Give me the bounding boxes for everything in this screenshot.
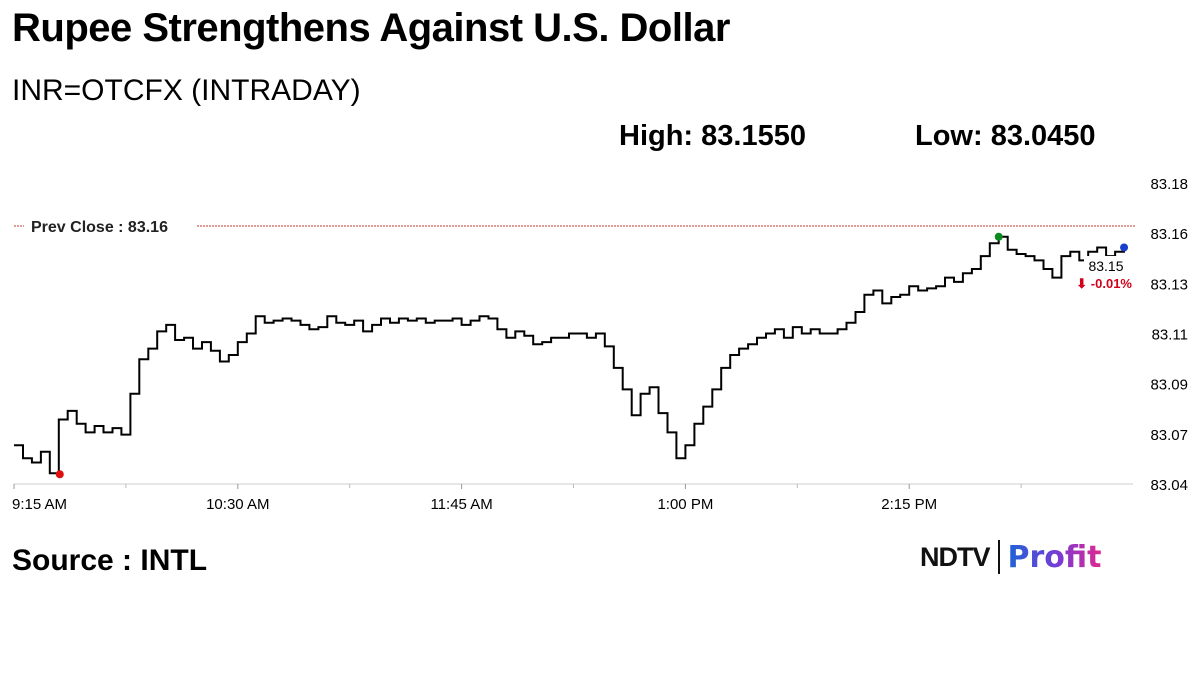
y-axis: 83.18 83.16 83.13 83.11 83.09 83.07 83.04: [1150, 176, 1188, 494]
y-tick-label: 83.07: [1150, 427, 1188, 444]
y-tick-label: 83.11: [1152, 327, 1188, 344]
last-value-bg: [1084, 256, 1128, 274]
low-marker: [55, 470, 64, 479]
source-note: Source : INTL: [12, 544, 208, 577]
x-tick-label: 2:15 PM: [881, 496, 937, 513]
change-label: ⬇ -0.01%: [1076, 276, 1132, 291]
logo-product: Profit: [1007, 539, 1102, 575]
markers: [55, 232, 1129, 479]
chart-title: Rupee Strengthens Against U.S. Dollar: [12, 6, 730, 50]
x-tick-label: 10:30 AM: [206, 496, 269, 513]
last-value-group: 83.15 ⬇ -0.01%: [1076, 256, 1132, 291]
ticker-subtitle: INR=OTCFX (INTRADAY): [12, 74, 361, 107]
prev-close-label: Prev Close : 83.16: [31, 219, 168, 236]
y-tick-label: 83.18: [1150, 176, 1188, 193]
prev-close-label-bg: [24, 216, 196, 236]
low-value: Low: 83.0450: [915, 120, 1096, 152]
x-axis: 9:15 AM 10:30 AM 11:45 AM 1:00 PM 2:15 PM: [12, 483, 1133, 513]
price-series-line: [14, 235, 1125, 475]
ndtv-profit-logo: NDTV Profit: [920, 537, 1101, 577]
prev-close-group: Prev Close : 83.16: [14, 216, 1135, 236]
x-tick-label: 11:45 AM: [430, 496, 492, 513]
y-tick-label: 83.09: [1150, 377, 1188, 394]
x-tick-label: 9:15 AM: [12, 496, 67, 513]
logo-brand: NDTV: [920, 541, 990, 572]
y-tick-label: 83.04: [1150, 477, 1188, 494]
last-value-label: 83.15: [1088, 258, 1123, 274]
y-tick-label: 83.16: [1150, 226, 1188, 243]
logo-divider: [997, 540, 1000, 574]
y-tick-label: 83.13: [1150, 276, 1188, 293]
high-marker: [994, 232, 1003, 241]
x-tick-label: 1:00 PM: [657, 496, 713, 513]
high-value: High: 83.1550: [619, 120, 806, 152]
last-marker: [1120, 243, 1129, 252]
